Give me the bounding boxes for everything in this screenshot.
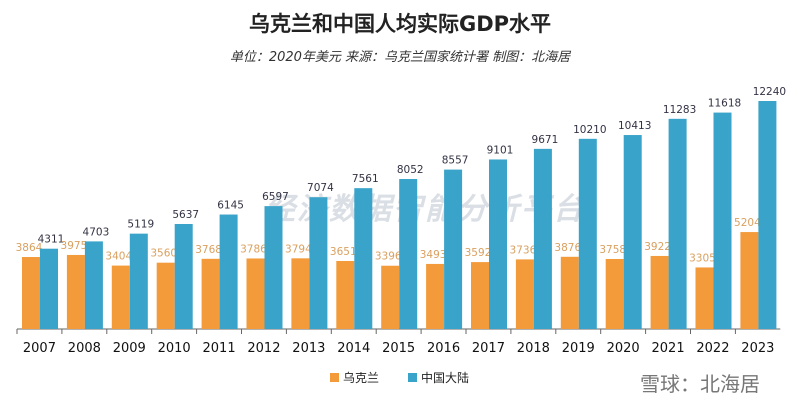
bar-china — [174, 223, 193, 329]
x-tick-label: 2015 — [382, 341, 415, 356]
data-label: 3758 — [599, 244, 626, 256]
bar-china — [578, 138, 597, 329]
data-label: 3404 — [105, 251, 132, 263]
chart-subtitle: 单位：2020年美元 来源：乌克兰国家统计署 制图：北海居 — [229, 50, 571, 65]
bar-china — [309, 197, 328, 329]
bar-china — [399, 179, 418, 329]
x-tick-label: 2016 — [427, 341, 460, 356]
x-tick-label: 2019 — [562, 341, 595, 356]
x-tick-label: 2021 — [652, 341, 685, 356]
bar-china — [129, 233, 148, 329]
bar-china — [444, 169, 463, 329]
data-label: 8052 — [397, 164, 424, 176]
data-label: 3768 — [195, 244, 222, 256]
bar-ukraine — [336, 260, 355, 329]
bar-ukraine — [650, 255, 669, 329]
data-label: 11283 — [663, 104, 696, 116]
bar-china — [668, 118, 687, 329]
x-tick-label: 2009 — [113, 341, 146, 356]
bar-china — [354, 188, 373, 329]
data-label: 10210 — [573, 124, 606, 136]
bar-ukraine — [695, 267, 714, 329]
data-label: 10413 — [618, 120, 651, 132]
bar-ukraine — [111, 265, 130, 329]
bar-china — [84, 241, 103, 329]
data-label: 3786 — [240, 243, 267, 255]
bar-ukraine — [381, 265, 400, 329]
bar-ukraine — [22, 257, 40, 329]
legend-label: 乌克兰 — [343, 370, 379, 385]
bar-china — [264, 206, 283, 329]
x-tick-label: 2022 — [696, 341, 729, 356]
data-label: 6145 — [217, 200, 244, 212]
x-tick-label: 2020 — [607, 341, 640, 356]
data-label: 9101 — [487, 144, 514, 156]
data-label: 5204 — [734, 217, 761, 229]
data-label: 3922 — [644, 241, 671, 253]
bar-ukraine — [66, 254, 85, 329]
bar-ukraine — [471, 262, 489, 329]
bar-ukraine — [201, 258, 220, 329]
data-label: 9671 — [532, 134, 559, 146]
bar-ukraine — [291, 258, 310, 329]
data-label: 3876 — [554, 242, 581, 254]
bar-china — [219, 214, 238, 329]
data-label: 4311 — [38, 234, 65, 246]
data-label: 3305 — [689, 252, 716, 264]
x-tick-label: 2023 — [741, 341, 774, 356]
bar-ukraine — [560, 256, 579, 329]
data-label: 3651 — [330, 246, 357, 258]
data-label: 12240 — [753, 86, 786, 98]
bar-ukraine — [426, 263, 445, 329]
x-tick-label: 2013 — [292, 341, 325, 356]
x-tick-label: 2014 — [337, 341, 370, 356]
data-label: 3592 — [465, 247, 492, 259]
bar-ukraine — [246, 258, 265, 329]
bar-china — [533, 148, 552, 329]
data-label: 5637 — [172, 209, 199, 221]
bar-china — [758, 101, 777, 329]
data-label: 7561 — [352, 173, 379, 185]
x-tick-label: 2007 — [23, 341, 56, 356]
chart-title: 乌克兰和中国人均实际GDP水平 — [248, 12, 552, 36]
x-tick-label: 2010 — [158, 341, 191, 356]
data-label: 8557 — [442, 155, 469, 167]
data-label: 4703 — [83, 226, 110, 238]
data-label: 6597 — [262, 191, 289, 203]
x-tick-label: 2012 — [247, 341, 280, 356]
x-tick-label: 2017 — [472, 341, 505, 356]
bar-ukraine — [605, 258, 624, 329]
data-label: 3794 — [285, 243, 312, 255]
data-label: 3560 — [150, 248, 177, 260]
data-label: 11618 — [708, 98, 741, 110]
data-label: 3396 — [375, 251, 402, 263]
bar-ukraine — [515, 259, 534, 329]
legend-label: 中国大陆 — [421, 370, 469, 385]
data-label: 3493 — [420, 249, 447, 261]
bar-ukraine — [156, 262, 175, 329]
bar-ukraine — [740, 232, 759, 329]
bar-china — [489, 159, 507, 329]
bar-china — [713, 112, 732, 329]
x-tick-label: 2018 — [517, 341, 550, 356]
data-label: 7074 — [307, 182, 334, 194]
data-label: 3864 — [16, 242, 43, 254]
source-watermark: 雪球：北海居 — [640, 372, 760, 396]
x-tick-label: 2011 — [203, 341, 236, 356]
data-label: 3975 — [61, 240, 88, 252]
bar-china — [40, 248, 58, 329]
x-tick-label: 2008 — [68, 341, 101, 356]
data-label: 5119 — [127, 219, 154, 231]
data-label: 3736 — [510, 244, 537, 256]
bar-china — [623, 135, 642, 329]
legend-swatch — [408, 373, 417, 382]
legend-swatch — [330, 373, 339, 382]
